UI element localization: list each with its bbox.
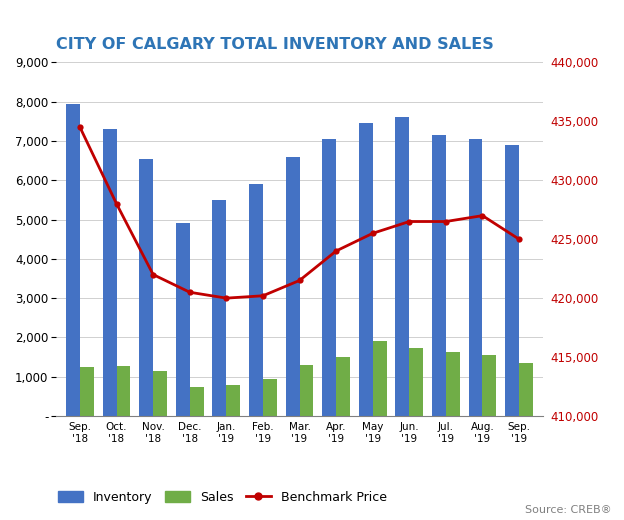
Benchmark Price bbox=[479, 213, 486, 219]
Bar bbox=[322, 139, 336, 416]
Benchmark Price bbox=[223, 295, 230, 301]
Benchmark Price bbox=[406, 218, 413, 225]
Bar bbox=[336, 357, 350, 416]
Bar bbox=[519, 363, 533, 416]
Benchmark Price bbox=[186, 289, 193, 295]
Bar bbox=[212, 200, 227, 416]
Bar bbox=[286, 157, 300, 416]
Bar bbox=[482, 355, 497, 416]
Bar bbox=[227, 385, 240, 416]
Benchmark Price bbox=[259, 293, 266, 299]
Text: Source: CREB®: Source: CREB® bbox=[525, 505, 612, 515]
Benchmark Price bbox=[515, 236, 523, 242]
Bar bbox=[505, 145, 519, 416]
Legend: Inventory, Sales, Benchmark Price: Inventory, Sales, Benchmark Price bbox=[52, 486, 392, 509]
Benchmark Price bbox=[442, 218, 450, 225]
Bar bbox=[176, 224, 190, 416]
Bar bbox=[432, 135, 446, 416]
Benchmark Price bbox=[333, 248, 340, 254]
Bar bbox=[66, 103, 80, 416]
Benchmark Price bbox=[296, 277, 303, 283]
Bar bbox=[300, 365, 313, 416]
Bar bbox=[409, 348, 423, 416]
Bar bbox=[249, 184, 263, 416]
Bar bbox=[117, 366, 130, 416]
Line: Benchmark Price: Benchmark Price bbox=[77, 124, 522, 301]
Bar bbox=[263, 379, 277, 416]
Bar bbox=[359, 123, 373, 416]
Benchmark Price bbox=[369, 230, 376, 237]
Bar bbox=[373, 341, 387, 416]
Bar bbox=[190, 386, 203, 416]
Text: CITY OF CALGARY TOTAL INVENTORY AND SALES: CITY OF CALGARY TOTAL INVENTORY AND SALE… bbox=[56, 36, 494, 51]
Benchmark Price bbox=[113, 201, 120, 207]
Bar bbox=[446, 353, 460, 416]
Bar bbox=[102, 129, 117, 416]
Bar bbox=[469, 139, 482, 416]
Benchmark Price bbox=[76, 124, 84, 131]
Benchmark Price bbox=[149, 271, 157, 278]
Bar bbox=[153, 371, 167, 416]
Bar bbox=[396, 118, 409, 416]
Bar bbox=[139, 159, 153, 416]
Bar bbox=[80, 367, 94, 416]
